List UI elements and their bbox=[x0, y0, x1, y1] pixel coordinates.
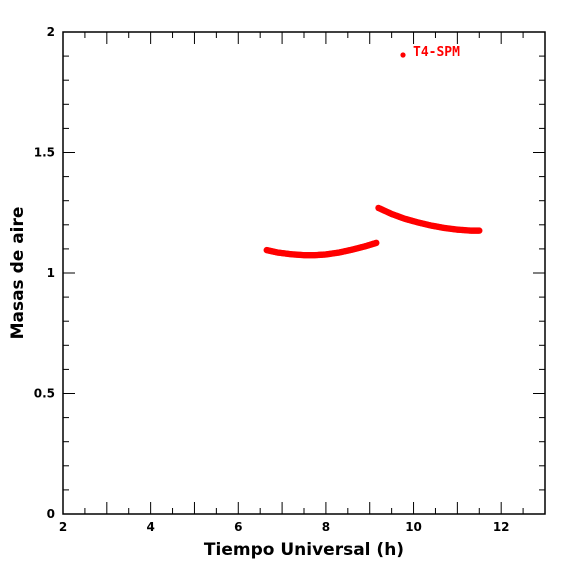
legend-series-label: T4-SPM bbox=[413, 45, 460, 60]
plot-frame bbox=[62, 31, 546, 515]
data-point bbox=[476, 227, 483, 234]
y-tick-label: 1.5 bbox=[34, 146, 55, 160]
y-tick-label: 0 bbox=[47, 507, 55, 521]
y-tick-label: 2 bbox=[47, 25, 55, 39]
legend: T4-SPM bbox=[400, 45, 460, 60]
y-tick-label: 0.5 bbox=[34, 387, 55, 401]
legend-marker bbox=[400, 52, 406, 58]
x-axis-label: Tiempo Universal (h) bbox=[204, 540, 404, 560]
x-tick-label: 12 bbox=[493, 520, 510, 534]
x-tick-label: 6 bbox=[234, 520, 242, 534]
x-tick-label: 8 bbox=[322, 520, 330, 534]
data-point bbox=[373, 239, 380, 247]
x-tick-label: 10 bbox=[405, 520, 422, 534]
data-points bbox=[263, 204, 483, 259]
x-tick-label: 2 bbox=[59, 520, 67, 534]
y-tick-label: 1 bbox=[47, 266, 55, 280]
axis-tick-labels: 2 4 6 8 10 12 0 0.5 1 1.5 2 bbox=[34, 25, 510, 534]
y-axis-label: Masas de aire bbox=[8, 207, 28, 340]
axis-ticks bbox=[62, 31, 546, 515]
x-tick-label: 4 bbox=[146, 520, 154, 534]
